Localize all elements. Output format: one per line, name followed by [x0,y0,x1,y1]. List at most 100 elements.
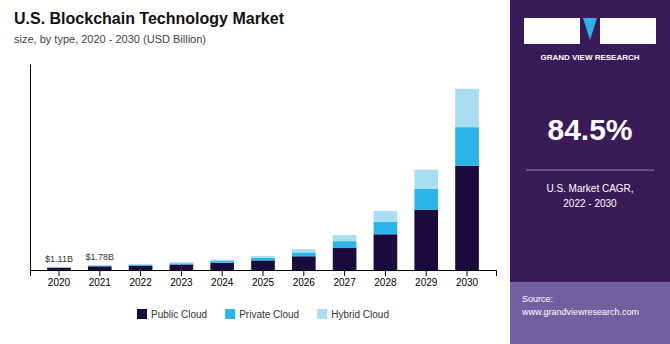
sidebar-background [510,0,670,344]
x-tick: 2026 [293,270,316,288]
legend-swatch [225,309,235,319]
cagr-value: 84.5% [547,113,632,146]
x-tick: 2028 [374,270,397,288]
bar [374,234,398,270]
x-tick-mark [99,270,100,276]
logo-box [524,18,580,44]
bar [88,265,112,267]
bar [88,266,112,270]
x-tick: 2025 [252,270,275,288]
bar [333,248,357,270]
bar [455,127,479,165]
x-tick-label: 2024 [211,277,234,288]
bar [455,89,479,127]
bars [47,89,479,270]
x-tick-mark [263,270,264,276]
bar [292,256,316,270]
x-tick-mark [303,270,304,276]
x-tick-mark [181,270,182,276]
bar [333,235,357,241]
cagr-label-line: 2022 - 2030 [563,198,617,209]
bar [292,249,316,252]
subtitle: size, by type, 2020 - 2030 (USD Billion) [14,33,206,45]
x-tick: 2021 [89,270,112,288]
bar [47,268,71,270]
legend-item: Public Cloud [137,309,207,320]
x-tick: 2029 [415,270,438,288]
bar [210,260,234,262]
x-tick: 2030 [456,270,479,288]
x-axis-line [31,271,497,277]
bar-annotation: $1.11B [45,254,73,264]
legend-label: Private Cloud [239,309,299,320]
x-tick-label: 2030 [456,277,479,288]
bar [374,222,398,234]
x-tick-label: 2022 [129,277,152,288]
x-tick-label: 2027 [333,277,356,288]
brand-text-line: GRAND VIEW RESEARCH [540,53,639,62]
x-tick-mark [467,270,468,276]
sidebar-footer [510,282,670,344]
bar [129,266,153,270]
x-tick-mark [222,270,223,276]
cagr-label: U.S. Market CAGR, 2022 - 2030 [546,183,633,209]
bar [455,166,479,270]
bar [170,263,194,264]
x-tick: 2022 [129,270,152,288]
x-tick-label: 2029 [415,277,438,288]
logo-box [600,18,656,44]
legend: Public Cloud Private Cloud Hybrid Cloud [137,309,389,320]
x-tick-label: 2025 [252,277,275,288]
bar [170,265,194,270]
bar [210,261,234,263]
x-tick-label: 2021 [89,277,112,288]
y-axis [30,65,31,271]
bar [374,211,398,222]
legend-item: Hybrid Cloud [317,309,389,320]
x-tick-label: 2020 [48,277,71,288]
logo-triangle [583,18,597,40]
x-tick: 2027 [333,270,356,288]
x-tick-mark [344,270,345,276]
title: U.S. Blockchain Technology Market [14,10,285,27]
bar-series [47,166,479,270]
bar [210,263,234,270]
bar [129,264,153,266]
x-tick-label: 2023 [170,277,193,288]
x-tick-label: 2026 [293,277,316,288]
x-tick: 2023 [170,270,193,288]
bar [414,170,438,189]
brand-text: GRAND VIEW RESEARCH [540,53,639,62]
bar [47,266,71,267]
legend-swatch [317,309,327,319]
source-text-line: Source: [522,294,553,304]
sidebar: GRAND VIEW RESEARCH 84.5% U.S. Market CAGR… [510,0,670,344]
bar [47,267,71,268]
cagr-label-line: U.S. Market CAGR, [546,183,633,194]
bar-annotation: $1.78B [86,252,115,262]
bar [333,241,357,248]
bar [414,210,438,270]
legend-item: Private Cloud [225,309,299,320]
source-text-line: www.grandviewresearch.com [521,307,639,317]
bar [251,256,275,258]
legend-swatch [137,309,147,319]
bar [292,252,316,256]
source-text: Source: www.grandviewresearch.com [521,294,639,317]
legend-label: Hybrid Cloud [331,309,389,320]
bar [170,262,194,264]
x-axis: 2020 2021 2022 2023 2024 2025 2026 2027 2028 2029… [31,270,497,288]
x-tick: 2024 [211,270,234,288]
bar [129,263,153,265]
x-tick-mark [58,270,59,276]
x-tick-mark [140,270,141,276]
divider [526,170,654,171]
bar [251,260,275,270]
bar-series [47,89,479,268]
x-tick-mark [426,270,427,276]
legend-label: Public Cloud [151,309,207,320]
x-tick-label: 2028 [374,277,397,288]
bar [251,258,275,260]
annotations: $1.11B $1.78B [45,252,114,264]
x-tick-mark [385,270,386,276]
